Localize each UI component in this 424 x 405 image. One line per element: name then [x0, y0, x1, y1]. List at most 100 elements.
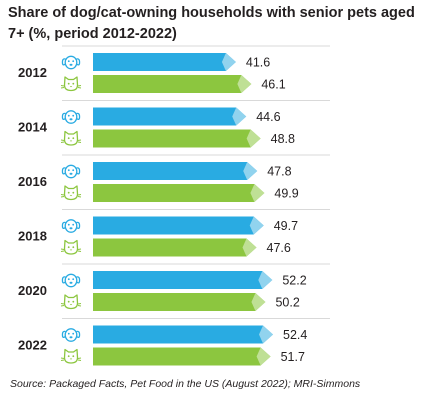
cat-eye: [72, 137, 75, 140]
dog-eye: [72, 332, 75, 335]
dog-eye: [67, 332, 70, 335]
dog-eye: [72, 169, 75, 172]
dog-ear-left: [61, 221, 66, 230]
value-label: 52.2: [282, 274, 306, 288]
bar-tip: [250, 184, 265, 202]
dog-head: [64, 55, 78, 70]
cat-eye: [72, 300, 75, 303]
bar-tip: [249, 216, 264, 235]
year-label: 2020: [18, 283, 47, 298]
bar-cat: [93, 347, 271, 366]
cat-eye: [67, 355, 70, 358]
value-label: 50.2: [275, 296, 299, 310]
cat-eye: [72, 246, 75, 249]
year-group-2012: 2012 41.6 46.1: [18, 45, 330, 93]
dog-head: [64, 219, 78, 233]
dog-nose: [69, 172, 73, 175]
dog-eye: [67, 169, 70, 172]
cat-head: [63, 348, 79, 364]
dog-ear-left: [61, 330, 66, 339]
dog-head: [64, 164, 78, 179]
value-label: 52.4: [283, 328, 307, 342]
cat-head: [63, 185, 79, 201]
cat-whiskers: [60, 303, 82, 307]
cat-head: [63, 130, 79, 146]
dog-nose: [69, 336, 73, 339]
cat-eye: [67, 191, 70, 194]
year-label: 2016: [18, 174, 47, 189]
dog-ear-right: [76, 276, 81, 284]
dog-ear-left: [61, 276, 66, 284]
bar-cat: [93, 184, 265, 202]
bar-tip: [221, 53, 236, 71]
cat-whiskers: [60, 248, 82, 252]
cat-eye: [72, 82, 75, 85]
year-group-2018: 2018 49.7 47.6: [18, 209, 330, 257]
dog-eye: [67, 278, 70, 281]
cat-whiskers: [60, 194, 82, 198]
bar-tip: [232, 107, 247, 126]
bar-dog: [93, 216, 264, 235]
dog-head: [64, 328, 78, 342]
dog-eye: [72, 60, 75, 63]
bar-dog: [93, 271, 273, 289]
dog-ear-right: [76, 112, 81, 121]
dog-ear-right: [76, 330, 81, 339]
value-label: 47.6: [267, 241, 291, 255]
bar-dog: [93, 325, 273, 344]
bar-cat: [93, 293, 266, 311]
year-group-2016: 2016 47.8 49.9: [18, 154, 330, 202]
cat-head: [63, 76, 79, 92]
cat-nose: [69, 140, 73, 142]
dog-eye: [67, 114, 70, 117]
bar-tip: [251, 293, 266, 311]
dog-eye: [67, 60, 70, 63]
bar-tip: [259, 325, 273, 344]
cat-eye: [67, 246, 70, 249]
source-note: Source: Packaged Facts, Pet Food in the …: [10, 378, 361, 390]
value-label: 49.7: [274, 219, 298, 233]
cat-eye: [72, 191, 75, 194]
bar-tip: [243, 162, 258, 180]
year-group-2022: 2022 52.4 51.7: [18, 318, 330, 366]
bar-cat: [93, 129, 261, 148]
dog-head: [64, 273, 78, 288]
value-label: 47.8: [267, 165, 291, 179]
bar-dog: [93, 107, 247, 126]
year-label: 2018: [18, 229, 47, 244]
year-label: 2012: [18, 65, 47, 80]
value-label: 44.6: [256, 110, 280, 124]
bar-dog: [93, 162, 258, 180]
cat-head: [63, 294, 79, 310]
cat-whiskers: [60, 85, 82, 89]
dog-ear-left: [61, 112, 66, 121]
cat-head: [63, 239, 79, 255]
dog-eye: [67, 223, 70, 226]
year-label: 2022: [18, 338, 47, 353]
dog-nose: [69, 63, 73, 66]
dog-eye: [72, 223, 75, 226]
dog-nose: [69, 227, 73, 230]
bar-tip: [256, 347, 271, 366]
dog-eye: [72, 114, 75, 117]
year-group-2014: 2014 44.6 48.8: [18, 100, 330, 148]
bar-tip: [258, 271, 273, 289]
cat-whiskers: [60, 357, 82, 361]
cat-eye: [67, 137, 70, 140]
bar-tip: [246, 129, 261, 148]
dog-ear-right: [76, 167, 81, 175]
dog-ear-right: [76, 221, 81, 230]
value-label: 49.9: [274, 187, 298, 201]
dog-nose: [69, 118, 73, 121]
cat-eye: [67, 82, 70, 85]
value-label: 46.1: [261, 78, 285, 92]
bar-cat: [93, 238, 257, 257]
year-label: 2014: [18, 120, 48, 135]
bar-tip: [237, 75, 252, 93]
bar-dog: [93, 53, 236, 71]
bar-cat: [93, 75, 252, 93]
cat-eye: [67, 300, 70, 303]
cat-nose: [69, 195, 73, 197]
dog-ear-left: [61, 167, 66, 175]
